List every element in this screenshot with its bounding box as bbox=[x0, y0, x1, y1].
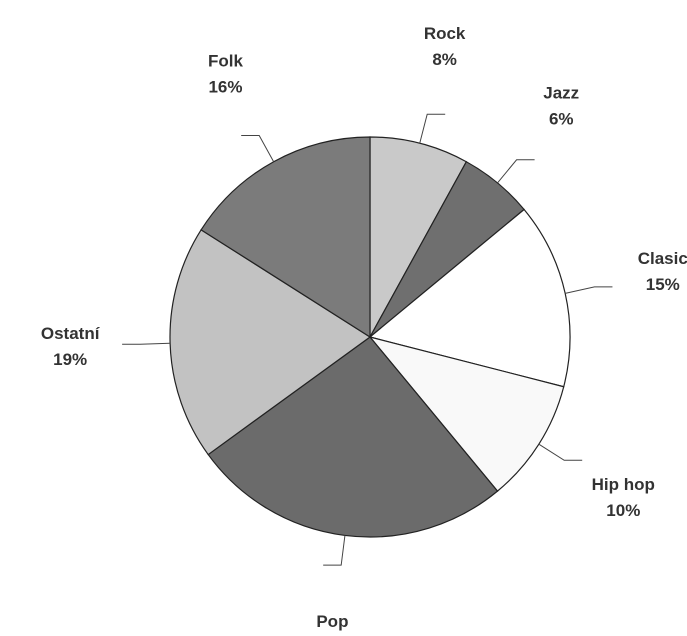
pie-slice bbox=[368, 335, 565, 492]
slice-label: Clasic bbox=[638, 249, 687, 268]
slice-value-label: 16% bbox=[208, 78, 242, 97]
leader-line bbox=[323, 535, 346, 566]
leader-line bbox=[497, 159, 535, 184]
leader-line bbox=[565, 286, 613, 294]
leader-line bbox=[419, 113, 446, 144]
slice-value-label: 6% bbox=[549, 109, 574, 128]
slice-label: Jazz bbox=[543, 83, 579, 102]
leader-line bbox=[538, 443, 583, 461]
slice-label: Folk bbox=[208, 52, 243, 71]
leader-line bbox=[241, 134, 275, 162]
slice-label: Hip hop bbox=[592, 475, 655, 494]
pie-slice bbox=[369, 136, 468, 338]
leader-line bbox=[122, 342, 171, 345]
slice-label: Ostatní bbox=[41, 324, 101, 343]
slice-value-label: 8% bbox=[432, 50, 457, 69]
slice-label: Pop bbox=[316, 612, 348, 631]
slice-value-label: 10% bbox=[606, 501, 640, 520]
pie-slice bbox=[169, 229, 372, 456]
slice-value-label: 19% bbox=[53, 350, 87, 369]
slice-value-label: 15% bbox=[646, 275, 680, 294]
slice-label: Rock bbox=[424, 24, 466, 43]
